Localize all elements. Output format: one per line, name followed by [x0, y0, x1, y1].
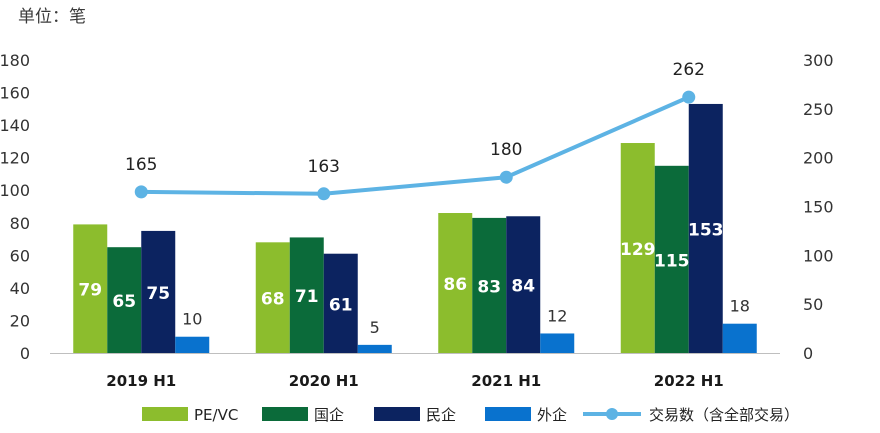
right-axis-tick: 150 [803, 198, 834, 217]
legend-swatch [142, 407, 188, 421]
legend-label: 国企 [314, 406, 344, 424]
bar [357, 344, 392, 353]
legend-swatch [485, 407, 531, 421]
bar-value-label: 5 [370, 318, 380, 337]
unit-label: 单位：笔 [18, 7, 86, 27]
right-axis-tick: 200 [803, 149, 834, 168]
left-axis-tick: 60 [10, 246, 30, 265]
bar-value-label: 115 [654, 251, 690, 271]
bar-value-label: 86 [443, 275, 467, 295]
bar [654, 165, 689, 353]
bar-group: 86 83 84 12 [438, 213, 575, 353]
right-axis-tick: 300 [803, 51, 834, 70]
bar-value-label: 75 [146, 284, 170, 304]
legend-item: 交易数（含全部交易） [583, 406, 799, 424]
category-label: 2020 H1 [289, 372, 359, 390]
line-point [317, 187, 331, 201]
left-axis-tick: 20 [10, 311, 30, 330]
left-axis-tick: 160 [0, 84, 30, 103]
line-series: 165 163 180 262 [125, 60, 705, 201]
bar-value-label: 71 [295, 287, 319, 307]
line-value-label: 262 [673, 60, 705, 80]
left-axis-tick: 80 [10, 214, 30, 233]
line-point [499, 170, 513, 184]
line-path [141, 95, 690, 196]
bar [722, 323, 757, 353]
right-axis: 0 50 100 150 200 250 300 [803, 51, 834, 363]
bar-value-label: 61 [329, 295, 353, 315]
left-axis-tick: 0 [20, 344, 30, 363]
bar-value-label: 84 [511, 277, 535, 297]
bar [540, 333, 575, 353]
legend-swatch [374, 407, 420, 421]
bar-value-label: 18 [730, 297, 750, 316]
bar [438, 213, 473, 353]
bar-value-label: 153 [688, 220, 724, 240]
bar-group: 68 71 61 5 [255, 237, 392, 353]
legend-item: PE/VC [142, 406, 238, 424]
bar-value-label: 10 [182, 310, 202, 329]
category-label: 2019 H1 [106, 372, 176, 390]
legend-label: PE/VC [194, 406, 238, 424]
right-axis-tick: 0 [803, 344, 813, 363]
legend-label: 外企 [537, 406, 567, 424]
bar [141, 230, 176, 353]
legend-label: 交易数（含全部交易） [649, 406, 799, 424]
left-axis-tick: 100 [0, 181, 30, 200]
category-label: 2022 H1 [654, 372, 724, 390]
legend-item: 民企 [374, 406, 456, 424]
bar-value-label: 83 [477, 277, 501, 297]
left-axis-tick: 120 [0, 149, 30, 168]
bar [472, 217, 507, 353]
right-axis-tick: 100 [803, 246, 834, 265]
legend-item: 外企 [485, 406, 567, 424]
bar [688, 103, 723, 353]
line-value-label: 163 [308, 157, 340, 177]
left-axis-tick: 180 [0, 51, 30, 70]
bar [620, 143, 655, 353]
line-point [134, 185, 148, 199]
left-axis-tick: 140 [0, 116, 30, 135]
legend-marker [606, 408, 618, 420]
legend-item: 国企 [262, 406, 344, 424]
line-value-label: 180 [490, 140, 522, 160]
bar [323, 253, 358, 353]
left-axis-tick: 40 [10, 279, 30, 298]
bar [175, 336, 210, 353]
legend: PE/VC 国企 民企 外企 交易数（含全部交易） [142, 406, 799, 424]
bar-value-label: 129 [620, 240, 656, 260]
bar-value-label: 68 [261, 290, 285, 310]
bar [255, 242, 290, 353]
bar-value-label: 65 [112, 292, 136, 312]
bar-value-label: 79 [78, 281, 102, 301]
bar [506, 216, 541, 353]
left-axis: 0 20 40 60 80 100 120 140 160 180 [0, 51, 30, 363]
bar-group: 79 65 75 10 [73, 224, 210, 353]
line-point [682, 90, 696, 104]
category-label: 2021 H1 [471, 372, 541, 390]
legend-label: 民企 [426, 406, 456, 424]
legend-swatch [262, 407, 308, 421]
right-axis-tick: 250 [803, 100, 834, 119]
bar-value-label: 12 [547, 306, 567, 325]
bar [107, 247, 142, 353]
line-value-label: 165 [125, 155, 157, 175]
bar [289, 237, 324, 353]
right-axis-tick: 50 [803, 295, 823, 314]
bar [73, 224, 108, 353]
x-axis-categories: 2019 H1 2020 H1 2021 H1 2022 H1 [106, 372, 723, 390]
